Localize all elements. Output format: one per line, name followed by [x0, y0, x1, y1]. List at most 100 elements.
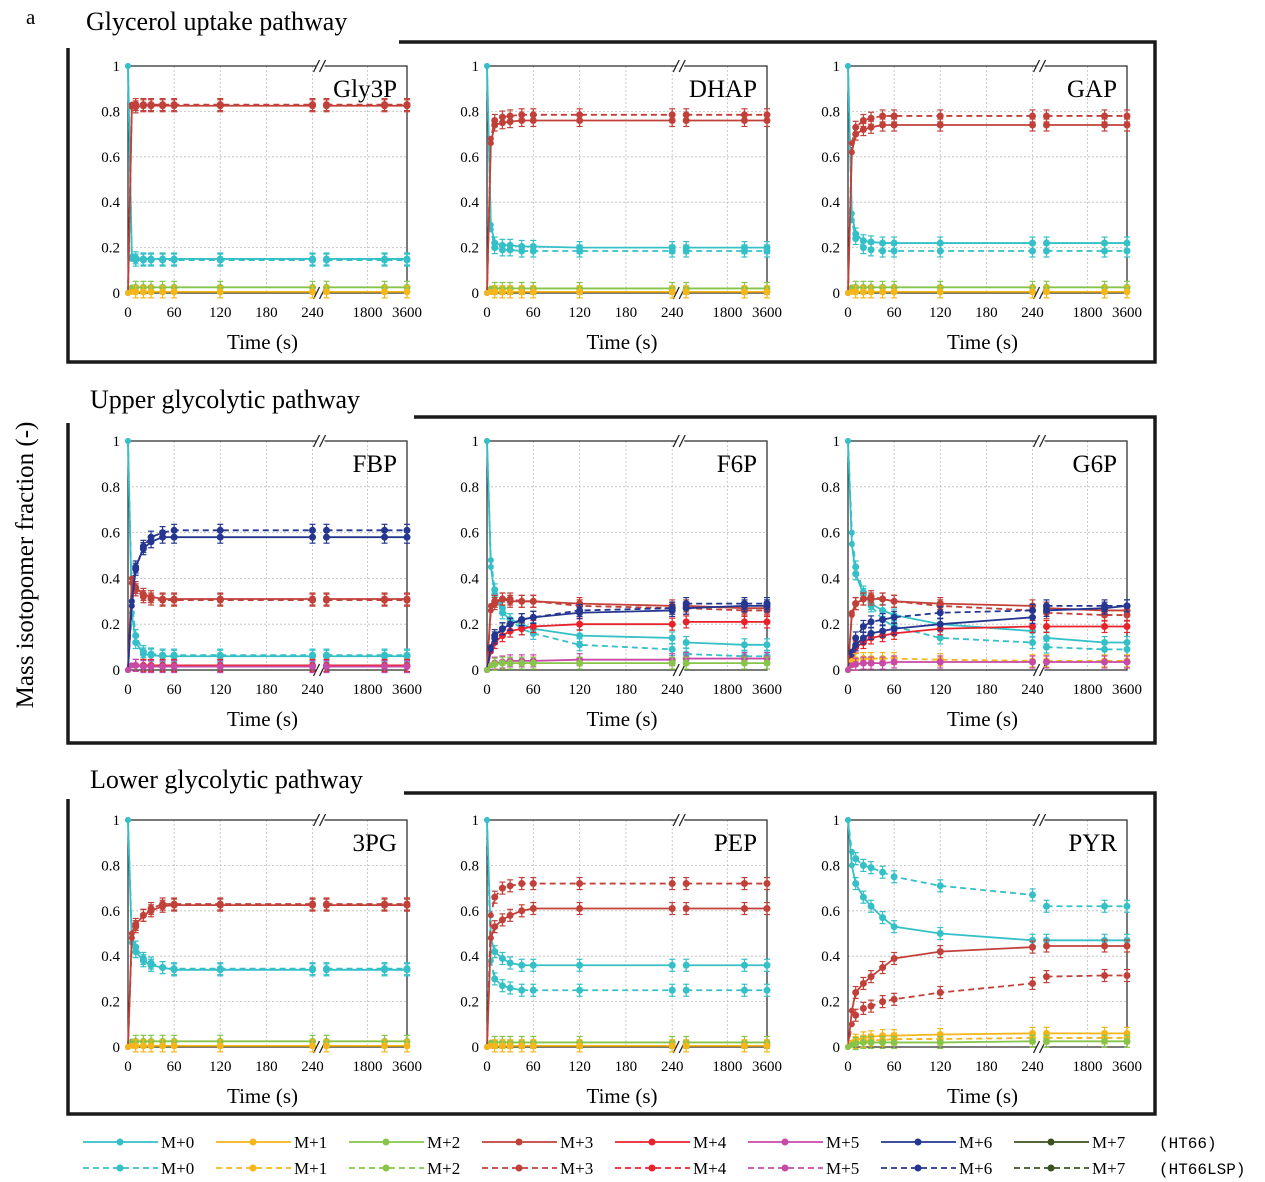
- data-point: [323, 101, 331, 109]
- data-point: [1123, 611, 1131, 619]
- x-tick-label: 180: [615, 1059, 638, 1075]
- data-point: [529, 613, 537, 621]
- data-point: [740, 641, 748, 649]
- data-point: [403, 101, 411, 109]
- section-title-mask: [64, 411, 414, 423]
- data-point: [1101, 645, 1109, 653]
- x-tick-label: 3600: [392, 305, 422, 321]
- y-tick-label: 0.6: [821, 150, 840, 166]
- data-point: [309, 288, 317, 296]
- data-point: [852, 989, 860, 997]
- data-point: [1029, 121, 1037, 129]
- data-point: [1043, 658, 1051, 666]
- data-point: [936, 634, 944, 642]
- y-tick-label: 0.8: [101, 480, 120, 496]
- x-tick-label: 60: [887, 305, 902, 321]
- axis-break-mark: [312, 1040, 321, 1054]
- chart-panel: 0 0.2 0.4 0.6 0.8 1 0 60 120 180 240 1800 3600 Time (…: [460, 434, 782, 731]
- data-point: [576, 111, 584, 119]
- data-point: [147, 650, 155, 658]
- plot-area-frame: [486, 819, 768, 1048]
- series-Mplus-3-dashed: [484, 108, 771, 296]
- legend-strain-label: (HT66): [1159, 1135, 1217, 1153]
- data-point: [763, 288, 771, 296]
- y-tick-label: 0.4: [101, 571, 120, 587]
- y-tick-label: 0.6: [460, 150, 479, 166]
- data-point: [132, 632, 140, 640]
- data-point: [309, 965, 317, 973]
- series-Mplus-0-dashed: [845, 817, 1131, 913]
- data-point: [1101, 971, 1109, 979]
- data-point: [529, 629, 537, 637]
- legend-marker: [1047, 1138, 1055, 1146]
- x-tick-label: 180: [975, 305, 998, 321]
- data-point: [576, 288, 584, 296]
- y-tick-label: 0.2: [821, 995, 840, 1011]
- data-point: [216, 965, 224, 973]
- data-point: [859, 244, 867, 252]
- data-point: [848, 848, 855, 855]
- legend-entry: M+1: [216, 1133, 327, 1152]
- series-line: [486, 819, 673, 992]
- data-point: [890, 121, 898, 129]
- data-point: [936, 288, 944, 296]
- axis-break-mark: [1038, 434, 1047, 448]
- data-point: [1123, 902, 1131, 910]
- data-point: [668, 905, 676, 913]
- data-point: [1123, 622, 1131, 630]
- legend-entry: M+4: [615, 1159, 727, 1178]
- data-point: [487, 557, 494, 564]
- data-point: [506, 1042, 514, 1050]
- data-point: [740, 288, 748, 296]
- legend-entry: M+4: [615, 1133, 727, 1152]
- x-axis-label: Time (s): [587, 1084, 658, 1108]
- data-point: [498, 659, 506, 667]
- data-point: [309, 1042, 317, 1050]
- data-point: [491, 923, 499, 931]
- data-point: [484, 438, 490, 444]
- data-point: [147, 533, 155, 541]
- data-point: [529, 986, 537, 994]
- axis-break-mark: [678, 434, 686, 448]
- x-tick-label: 120: [929, 682, 952, 698]
- x-tick-label: 3600: [1112, 1059, 1142, 1075]
- data-point: [668, 645, 676, 653]
- data-point: [576, 986, 584, 994]
- y-tick-label: 1: [833, 59, 841, 75]
- panel-title: GAP: [1067, 76, 1117, 103]
- series-Mplus-6-dashed: [484, 596, 771, 673]
- data-point: [323, 965, 331, 973]
- data-point: [867, 246, 875, 254]
- data-point: [216, 256, 224, 264]
- data-point: [859, 288, 867, 296]
- legend-marker: [382, 1138, 390, 1146]
- data-point: [139, 911, 147, 919]
- data-point: [147, 595, 155, 603]
- x-tick-label: 1800: [712, 305, 742, 321]
- data-point: [1123, 971, 1131, 979]
- data-point: [682, 111, 690, 119]
- data-point: [576, 632, 584, 640]
- data-point: [518, 1042, 526, 1050]
- data-point: [668, 1042, 676, 1050]
- data-point: [529, 880, 537, 888]
- data-point: [1043, 121, 1051, 129]
- data-point: [506, 288, 514, 296]
- data-point: [859, 622, 867, 630]
- data-point: [879, 627, 887, 635]
- data-point: [170, 526, 178, 534]
- data-point: [506, 620, 514, 628]
- data-point: [852, 660, 860, 668]
- data-point: [852, 123, 860, 131]
- data-point: [323, 533, 331, 541]
- data-point: [132, 101, 140, 109]
- plot-area-frame: [847, 65, 1128, 294]
- x-axis-label: Time (s): [227, 707, 298, 731]
- data-point: [682, 247, 690, 255]
- series-Mplus-0-dashed: [484, 63, 771, 258]
- y-axis-label: Mass isotopomer fraction (-): [12, 422, 39, 709]
- series-Mplus-1-solid: [125, 1039, 411, 1053]
- data-point: [867, 1002, 875, 1010]
- legend-label: M+2: [427, 1159, 460, 1178]
- data-point: [859, 979, 867, 987]
